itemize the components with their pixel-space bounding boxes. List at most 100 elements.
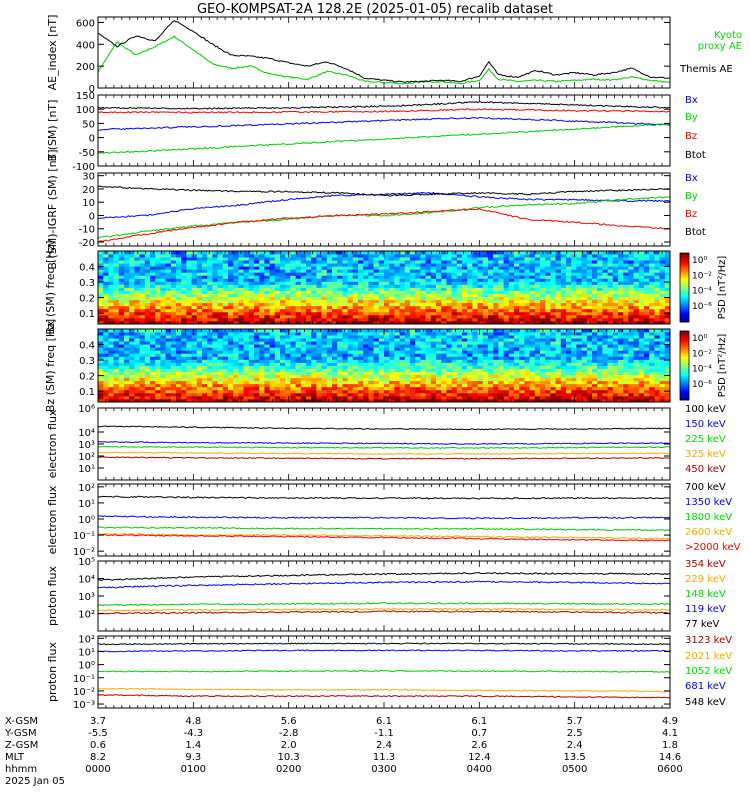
spectrogram-cell — [155, 272, 161, 276]
spectrogram-cell — [176, 338, 182, 342]
spectrogram-cell — [425, 389, 432, 394]
spectrogram-cell — [347, 359, 354, 363]
spectrogram-cell — [404, 374, 411, 379]
spectrogram-cell — [238, 272, 244, 276]
spectrogram-cell — [269, 266, 276, 270]
spectrogram-cell — [144, 320, 151, 325]
spectrogram-cell — [389, 344, 395, 348]
spectrogram-cell — [404, 377, 411, 382]
spectrogram-cell — [316, 269, 322, 273]
spectrogram-cell — [181, 380, 187, 385]
spectrogram-cell — [306, 275, 312, 279]
spectrogram-cell — [238, 287, 244, 291]
spectrogram-cell — [280, 311, 286, 316]
spectrogram-cell — [155, 356, 161, 360]
spectrogram-cell — [207, 395, 213, 400]
spectrogram-cell — [295, 371, 302, 376]
spectrogram-cell — [326, 293, 333, 298]
spectrogram-cell — [98, 314, 104, 319]
spectrogram-cell — [628, 317, 634, 322]
spectrogram-cell — [118, 338, 125, 342]
spectrogram-cell — [98, 305, 104, 310]
spectrogram-cell — [103, 263, 109, 267]
spectrogram-cell — [124, 284, 130, 288]
spectrogram-cell — [165, 305, 172, 310]
spectrogram-cell — [98, 359, 104, 363]
spectrogram-cell — [170, 341, 177, 345]
spectrogram-cell — [233, 341, 239, 345]
spectrogram-cell — [571, 251, 577, 255]
spectrogram-cell — [352, 386, 359, 391]
spectrogram-cell — [550, 284, 556, 288]
spectrogram-cell — [316, 338, 322, 342]
spectrogram-cell — [493, 311, 499, 316]
spectrogram-cell — [451, 257, 458, 261]
spectrogram-cell — [602, 290, 608, 294]
spectrogram-cell — [176, 383, 182, 388]
spectrogram-cell — [644, 320, 650, 325]
spectrogram-cell — [493, 254, 499, 258]
spectrogram-cell — [389, 341, 395, 345]
spectrogram-cell — [228, 317, 234, 322]
spectrogram-cell — [191, 392, 198, 397]
spectrogram-cell — [243, 389, 250, 394]
spectrogram-cell — [576, 308, 582, 313]
spectrogram-cell — [243, 311, 250, 316]
spectrogram-cell — [326, 281, 333, 285]
spectrogram-cell — [337, 317, 343, 322]
spectrogram-cell — [368, 332, 374, 336]
spectrogram-cell — [430, 278, 437, 282]
spectrogram-cell — [290, 302, 296, 307]
spectrogram-cell — [342, 287, 348, 291]
spectrogram-cell — [186, 392, 192, 397]
colorbar-frame — [679, 252, 690, 323]
spectrogram-cell — [124, 251, 130, 255]
spectrogram-cell — [181, 263, 187, 267]
spectrogram-cell — [347, 284, 354, 288]
spectrogram-cell — [373, 254, 380, 258]
spectrogram-cell — [415, 260, 421, 264]
spectrogram-cell — [311, 278, 317, 282]
spectrogram-cell — [124, 338, 130, 342]
spectrogram-cell — [150, 341, 156, 345]
spectrogram-cell — [316, 272, 322, 276]
spectrogram-cell — [254, 395, 260, 400]
spectrogram-cell — [389, 389, 395, 394]
spectrogram-cell — [238, 353, 244, 357]
spectrogram-cell — [415, 272, 421, 276]
spectrogram-cell — [436, 302, 442, 307]
spectrogram-cell — [618, 251, 624, 255]
spectrogram-cell — [430, 257, 437, 261]
spectrogram-cell — [477, 278, 484, 282]
spectrogram-cell — [103, 359, 109, 363]
spectrogram-cell — [248, 392, 255, 397]
spectrogram-cell — [368, 395, 374, 400]
spectrogram-cell — [165, 335, 172, 339]
spectrogram-cell — [399, 302, 406, 307]
spectrogram-cell — [659, 314, 666, 319]
spectrogram-cell — [503, 305, 510, 310]
spectrogram-cell — [347, 296, 354, 301]
y-tick-label: -50 — [79, 148, 95, 159]
spectrogram-cell — [134, 263, 140, 267]
spectrogram-cell — [269, 305, 276, 310]
spectrogram-cell — [264, 392, 270, 397]
spectrogram-cell — [477, 308, 484, 313]
spectrogram-cell — [368, 341, 374, 345]
spectrogram-cell — [644, 266, 650, 270]
spectrogram-cell — [399, 284, 406, 288]
spectrogram-cell — [207, 254, 213, 258]
spectrogram-cell — [222, 302, 229, 307]
spectrogram-cell — [467, 278, 473, 282]
spectrogram-cell — [581, 290, 588, 294]
spectrogram-cell — [540, 302, 546, 307]
spectrogram-cell — [285, 365, 291, 369]
spectrogram-cell — [649, 266, 655, 270]
spectrogram-cell — [165, 386, 172, 391]
spectrogram-cell — [425, 374, 432, 379]
spectrogram-cell — [368, 257, 374, 261]
spectrogram-cell — [269, 344, 276, 348]
spectrogram-cell — [519, 254, 525, 258]
spectrogram-cell — [259, 308, 265, 313]
spectrogram-cell — [233, 332, 239, 336]
